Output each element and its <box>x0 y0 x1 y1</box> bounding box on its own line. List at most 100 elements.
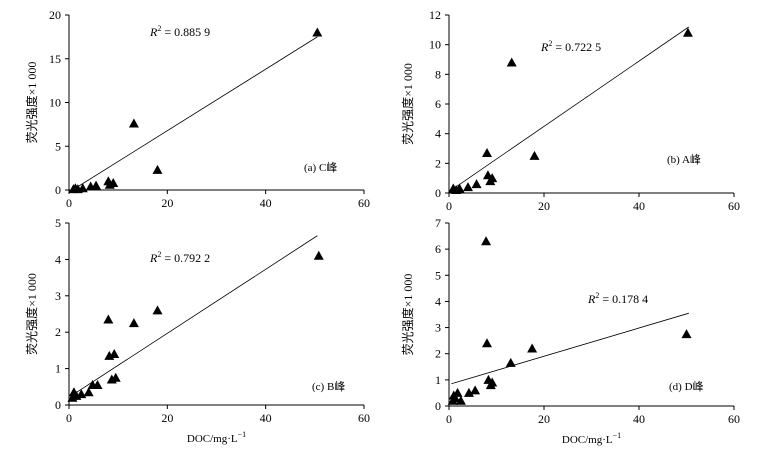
x-tick-label: 60 <box>358 411 370 425</box>
r-squared-label: R2 = 0.885 9 <box>149 24 210 39</box>
data-point <box>103 314 114 324</box>
data-point <box>109 349 120 359</box>
y-axis-title: 荧光强度×1 000 <box>24 273 39 355</box>
r-squared-value: = 0.722 5 <box>552 40 601 54</box>
data-point <box>505 357 516 367</box>
data-point <box>455 395 466 405</box>
y-tick-label: 2 <box>435 347 441 361</box>
y-tick-label: 3 <box>435 321 441 335</box>
data-point <box>482 338 492 348</box>
x-tick-label: 60 <box>728 412 740 426</box>
data-point <box>682 27 693 37</box>
data-point <box>506 57 517 67</box>
y-tick-label: 5 <box>55 216 61 230</box>
chart-panel-2: 0 20 40 60 0 2 4 6 8 10 12 荧光强度×1 000 R2 = 0.722 5 (b… <box>400 8 740 213</box>
data-point <box>529 150 540 160</box>
data-point <box>128 118 139 128</box>
y-tick-label: 8 <box>435 67 441 81</box>
x-tick-label: 20 <box>538 412 550 426</box>
panel-label: (b) A峰 <box>667 153 701 166</box>
x-tick-label: 20 <box>161 196 173 210</box>
x-tick-label: 0 <box>446 412 452 426</box>
r-squared-superscript: 2 <box>157 24 161 33</box>
regression-line <box>73 36 318 190</box>
r-squared-superscript: 2 <box>548 39 552 48</box>
chart-panel-1: 0 20 40 60 0 5 10 15 20 荧光强度×1 000 R2 = 0.885 9 (a)… <box>24 8 370 210</box>
y-tick-label: 4 <box>55 252 61 266</box>
x-tick-label: 20 <box>161 411 173 425</box>
data-point <box>482 147 492 157</box>
x-tick-label: 0 <box>66 411 72 425</box>
y-tick-label: 6 <box>435 97 441 111</box>
y-tick-label: 1 <box>435 373 441 387</box>
regression-line <box>451 312 689 385</box>
data-point <box>487 377 498 387</box>
data-point <box>471 179 482 189</box>
r-squared-symbol: R <box>149 251 158 265</box>
r-squared-label: R2 = 0.178 4 <box>587 291 648 306</box>
y-tick-label: 6 <box>435 242 441 256</box>
r-squared-label: R2 = 0.722 5 <box>540 39 601 54</box>
y-tick-label: 0 <box>55 398 61 412</box>
y-axis-title: 荧光强度×1 000 <box>400 274 415 356</box>
x-tick-label: 40 <box>633 412 645 426</box>
data-point <box>312 27 323 37</box>
data-point <box>83 387 94 397</box>
data-point <box>450 393 461 403</box>
y-tick-label: 5 <box>55 139 61 153</box>
y-tick-label: 20 <box>49 8 61 22</box>
data-point <box>487 173 498 183</box>
data-point <box>454 183 465 193</box>
r-squared-value: = 0.792 2 <box>161 251 210 265</box>
data-point <box>76 389 87 399</box>
x-axis-title: DOC/mg·L−1 <box>562 431 621 446</box>
data-point <box>128 318 139 328</box>
r-squared-symbol: R <box>587 292 596 306</box>
x-axis-title-superscript: −1 <box>238 430 247 439</box>
x-tick-label: 0 <box>66 196 72 210</box>
x-tick-label: 40 <box>633 199 645 213</box>
x-tick-label: 0 <box>446 199 452 213</box>
y-tick-label: 2 <box>435 156 441 170</box>
y-tick-label: 0 <box>435 399 441 413</box>
data-point <box>452 387 463 397</box>
r-squared-label: R2 = 0.792 2 <box>149 250 210 265</box>
y-tick-label: 10 <box>429 38 441 52</box>
x-tick-label: 20 <box>538 199 550 213</box>
data-point <box>92 379 103 389</box>
panel-label: (a) C峰 <box>304 161 337 174</box>
data-point <box>152 164 163 174</box>
r-squared-symbol: R <box>149 25 158 39</box>
y-tick-label: 10 <box>49 96 61 110</box>
y-tick-label: 4 <box>435 127 441 141</box>
x-tick-label: 40 <box>260 196 272 210</box>
y-tick-label: 4 <box>435 294 441 308</box>
y-axis-title: 荧光强度×1 000 <box>24 62 39 144</box>
y-tick-label: 12 <box>429 8 441 22</box>
y-tick-label: 5 <box>435 268 441 282</box>
regression-line <box>73 235 318 395</box>
data-point <box>681 329 692 339</box>
data-point <box>152 305 163 315</box>
y-tick-label: 0 <box>55 183 61 197</box>
data-point <box>463 387 474 397</box>
x-axis-title: DOC/mg·L−1 <box>187 430 246 445</box>
y-axis-title: 荧光强度×1 000 <box>400 63 415 145</box>
data-point <box>481 236 492 246</box>
y-tick-label: 1 <box>55 362 61 376</box>
y-tick-label: 7 <box>435 216 441 230</box>
data-point <box>463 182 473 192</box>
y-tick-label: 3 <box>55 289 61 303</box>
y-tick-label: 2 <box>55 325 61 339</box>
data-point <box>91 180 102 190</box>
panel-label: (c) B峰 <box>312 380 345 393</box>
y-tick-label: 0 <box>435 186 441 200</box>
x-tick-label: 60 <box>728 199 740 213</box>
data-point <box>110 372 121 382</box>
r-squared-superscript: 2 <box>157 250 161 259</box>
regression-line <box>451 26 690 191</box>
data-point <box>108 178 119 187</box>
r-squared-value: = 0.178 4 <box>599 292 648 306</box>
